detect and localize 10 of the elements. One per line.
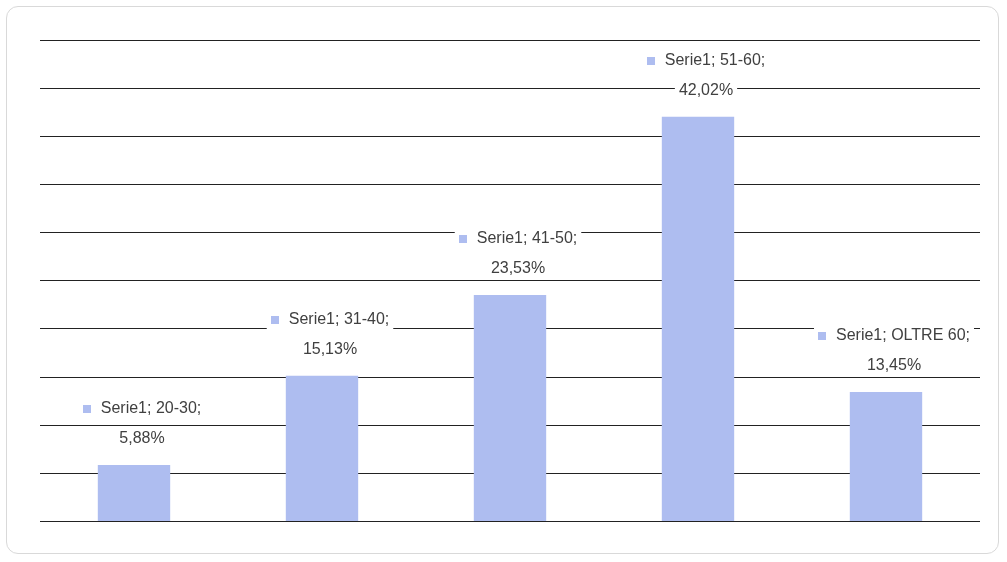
data-label: Serie1; OLTRE 60; 13,45% — [836, 326, 970, 374]
bar — [849, 392, 923, 522]
bar — [285, 375, 359, 522]
data-label: Serie1; 20-30; 5,88% — [100, 399, 202, 447]
data-label: Serie1; 41-50; 23,53% — [476, 229, 578, 277]
data-label: Serie1; 31-40; 15,13% — [288, 310, 390, 358]
data-label: Serie1; 51-60; 42,02% — [664, 51, 766, 99]
bar — [97, 464, 171, 522]
bar — [661, 116, 735, 522]
bar — [473, 294, 547, 522]
